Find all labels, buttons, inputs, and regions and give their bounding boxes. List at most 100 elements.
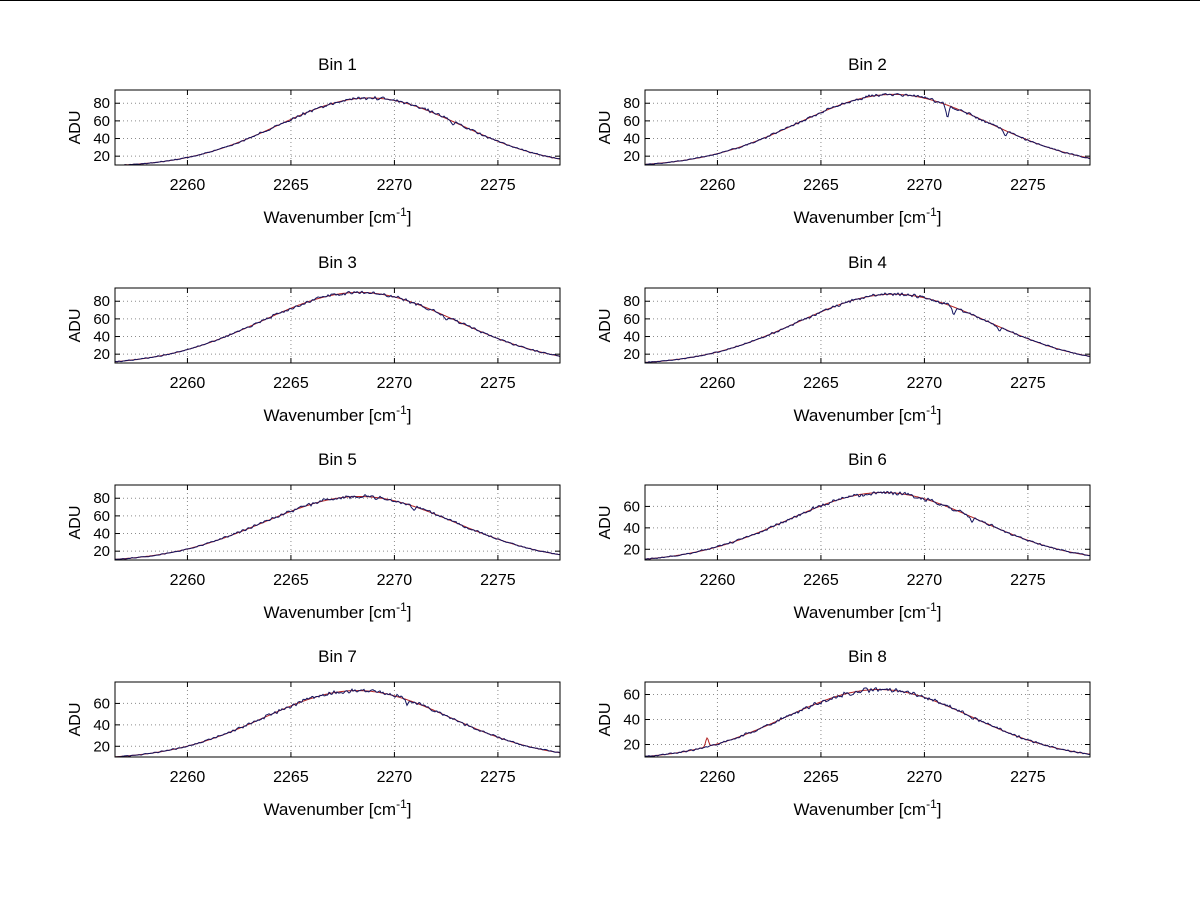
x-tick-label: 2260 (700, 177, 736, 194)
y-tick-label: 60 (93, 695, 110, 712)
y-tick-label: 60 (623, 687, 640, 704)
y-tick-label: 80 (623, 95, 640, 112)
x-axis-label: Wavenumber [cm-1] (794, 797, 942, 819)
x-tick-label: 2260 (170, 177, 206, 194)
x-tick-label: 2275 (480, 375, 516, 392)
axes-box (114, 287, 561, 364)
subplot-title: Bin 7 (318, 647, 357, 666)
y-tick-label: 60 (93, 508, 110, 525)
axes-box (114, 484, 561, 561)
axes-box (644, 89, 1091, 166)
fit-curve (645, 293, 1090, 363)
y-axis-label: ADU (597, 111, 614, 145)
x-tick-label: 2275 (480, 572, 516, 589)
y-tick-label: 40 (93, 329, 110, 346)
y-tick-label: 40 (93, 526, 110, 543)
x-axis-label: Wavenumber [cm-1] (264, 600, 412, 622)
subplot-title: Bin 8 (848, 647, 887, 666)
x-tick-label: 2265 (803, 572, 839, 589)
x-tick-label: 2270 (377, 177, 413, 194)
subplot-title: Bin 3 (318, 253, 357, 272)
y-tick-label: 40 (93, 717, 110, 734)
fit-curve (645, 93, 1090, 165)
x-tick-label: 2270 (907, 572, 943, 589)
x-axis-label: Wavenumber [cm-1] (794, 205, 942, 227)
y-axis-label: ADU (67, 309, 84, 343)
x-tick-label: 2275 (1010, 769, 1046, 786)
y-tick-label: 20 (623, 737, 640, 754)
x-tick-label: 2275 (480, 769, 516, 786)
y-tick-label: 20 (623, 148, 640, 165)
y-tick-label: 60 (623, 311, 640, 328)
x-tick-label: 2275 (1010, 375, 1046, 392)
y-axis-label: ADU (597, 703, 614, 737)
subplot-title: Bin 4 (848, 253, 887, 272)
y-tick-label: 20 (623, 346, 640, 363)
x-tick-label: 2265 (273, 375, 309, 392)
axes-box (644, 287, 1091, 364)
x-tick-label: 2275 (1010, 572, 1046, 589)
subplot-title: Bin 1 (318, 55, 357, 74)
y-axis-label: ADU (67, 506, 84, 540)
y-tick-label: 60 (623, 498, 640, 515)
y-tick-label: 60 (93, 113, 110, 130)
y-tick-label: 80 (93, 490, 110, 507)
x-tick-label: 2270 (377, 769, 413, 786)
subplot-title: Bin 2 (848, 55, 887, 74)
x-tick-label: 2265 (803, 375, 839, 392)
y-tick-label: 40 (623, 520, 640, 537)
x-tick-label: 2270 (377, 572, 413, 589)
y-tick-label: 40 (623, 131, 640, 148)
data-curve (115, 688, 560, 757)
window-top-edge (0, 0, 1200, 1)
x-axis-label: Wavenumber [cm-1] (264, 205, 412, 227)
x-tick-label: 2265 (803, 177, 839, 194)
x-axis-label: Wavenumber [cm-1] (264, 797, 412, 819)
y-tick-label: 20 (93, 346, 110, 363)
fit-curve (645, 689, 1090, 757)
y-tick-label: 40 (93, 131, 110, 148)
fit-curve (645, 492, 1090, 560)
fit-curve (115, 690, 560, 757)
subplot-title: Bin 5 (318, 450, 357, 469)
data-curve (645, 93, 1090, 165)
subplot-bin-6: Bin 6 2260 2265 2270 2275 20 40 60 ADU Wavenumber… (597, 450, 1091, 622)
y-tick-label: 80 (623, 293, 640, 310)
y-tick-label: 60 (623, 113, 640, 130)
y-axis-label: ADU (597, 506, 614, 540)
x-tick-label: 2260 (700, 375, 736, 392)
axes-box (114, 89, 561, 166)
y-tick-label: 20 (93, 543, 110, 560)
x-tick-label: 2260 (700, 572, 736, 589)
data-curve (645, 292, 1090, 363)
subplot-title: Bin 6 (848, 450, 887, 469)
x-tick-label: 2260 (170, 572, 206, 589)
x-tick-label: 2265 (803, 769, 839, 786)
data-curve (645, 687, 1090, 757)
x-tick-label: 2275 (1010, 177, 1046, 194)
axes-box (114, 681, 561, 758)
y-axis-label: ADU (67, 111, 84, 145)
x-tick-label: 2270 (377, 375, 413, 392)
x-tick-label: 2265 (273, 572, 309, 589)
y-axis-label: ADU (67, 703, 84, 737)
y-tick-label: 40 (623, 712, 640, 729)
y-tick-label: 80 (93, 293, 110, 310)
y-axis-label: ADU (597, 309, 614, 343)
x-tick-label: 2260 (170, 769, 206, 786)
x-tick-label: 2270 (907, 177, 943, 194)
y-tick-label: 20 (623, 541, 640, 558)
x-tick-label: 2265 (273, 769, 309, 786)
x-tick-label: 2260 (700, 769, 736, 786)
y-tick-label: 40 (623, 329, 640, 346)
subplot-bin-7: Bin 7 2260 2265 2270 2275 20 40 60 ADU Wavenumber… (67, 647, 561, 819)
y-tick-label: 60 (93, 311, 110, 328)
x-tick-label: 2270 (907, 375, 943, 392)
x-tick-label: 2275 (480, 177, 516, 194)
